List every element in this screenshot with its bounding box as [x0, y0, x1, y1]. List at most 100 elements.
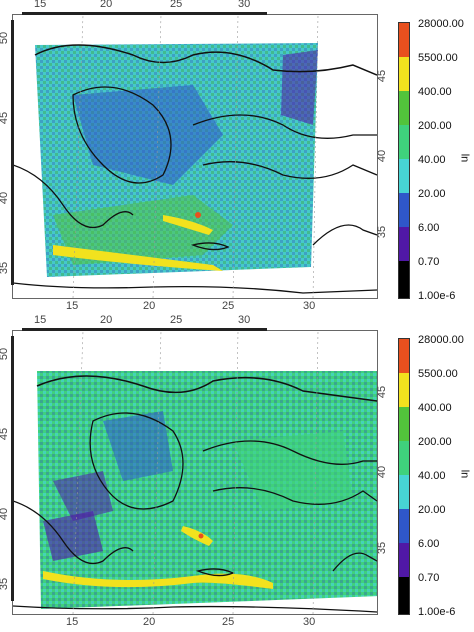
lon-tick-top: 20: [100, 314, 113, 326]
graticule: [72, 331, 319, 614]
lat-tick-right: 40: [376, 149, 389, 163]
color-legend-bottom: 28000.00 5500.00 400.00 200.00 40.00 20.…: [390, 334, 471, 618]
legend-label: 200.00: [418, 120, 452, 132]
legend-label: 40.00: [418, 154, 446, 166]
top-axis-bar: [22, 12, 267, 15]
legend-label: 1.00e-6: [418, 290, 456, 302]
lat-tick-left: 40: [0, 191, 11, 205]
left-axis-bar: [11, 336, 14, 601]
legend-swatch: [399, 193, 409, 227]
peak-concentration-point: [198, 533, 204, 539]
coastline: [212, 487, 377, 505]
lon-tick-bottom: 15: [66, 300, 79, 312]
legend-label: 20.00: [418, 188, 446, 200]
lat-tick-left: 50: [0, 347, 11, 361]
legend-label: 400.00: [418, 86, 452, 98]
top-axis-bar: [22, 328, 267, 331]
map-panel-top: 15 20 25 30 15 20 25 30 50 45 40 35 45 4…: [0, 0, 471, 312]
lon-tick-bottom: 20: [143, 616, 156, 628]
high-concentration-spot: [163, 215, 213, 235]
coastline: [13, 605, 377, 613]
legend-label: 40.00: [418, 470, 446, 482]
legend-label: 28000.00: [418, 334, 464, 346]
legend-swatch: [399, 577, 409, 614]
coastline: [13, 164, 134, 229]
lon-tick-bottom: 20: [143, 300, 156, 312]
legend-label: 400.00: [418, 402, 452, 414]
lon-tick-bottom: 15: [66, 616, 79, 628]
lat-tick-right: 45: [376, 385, 389, 399]
legend-swatch: [399, 261, 409, 298]
graticule: [72, 15, 319, 298]
lat-tick-left: 45: [0, 427, 11, 441]
lon-tick-top: 15: [34, 314, 47, 326]
legend-swatch: [399, 227, 409, 261]
coastline: [34, 44, 377, 76]
legend-label: 1.00e-6: [418, 606, 456, 618]
legend-unit-label: ln: [458, 153, 471, 163]
island-outline: [190, 242, 230, 251]
lat-tick-left: 50: [0, 31, 11, 45]
legend-swatch: [399, 543, 409, 577]
legend-swatch: [399, 339, 409, 373]
peak-concentration-point: [195, 212, 201, 218]
high-concentration-spot: [181, 526, 213, 546]
lon-tick-bottom: 25: [222, 300, 235, 312]
lat-tick-left: 35: [0, 261, 11, 275]
coastline: [36, 375, 377, 402]
lat-tick-right: 35: [376, 225, 389, 239]
legend-swatch: [399, 91, 409, 125]
legend-colorbar: [398, 338, 410, 615]
very-low-region: [43, 511, 103, 561]
map-area-top: [12, 14, 378, 299]
legend-label: 5500.00: [418, 368, 458, 380]
map-panel-bottom: 15 20 25 30 15 20 25 30 50 45 40 35 45 4…: [0, 314, 474, 632]
lat-tick-right: 45: [376, 69, 389, 83]
lat-tick-right: 35: [376, 541, 389, 555]
lon-tick-top: 25: [170, 314, 183, 326]
legend-swatch: [399, 407, 409, 441]
coastline: [13, 282, 377, 294]
legend-label: 200.00: [418, 436, 452, 448]
coastline: [332, 552, 377, 572]
lon-tick-top: 15: [34, 0, 47, 10]
legend-swatch: [399, 441, 409, 475]
coastline: [202, 161, 377, 179]
medium-concentration-region: [53, 195, 233, 265]
legend-label: 6.00: [418, 538, 440, 550]
lon-tick-bottom: 30: [303, 300, 316, 312]
legend-label: 6.00: [418, 222, 440, 234]
legend-label: 0.70: [418, 256, 440, 268]
legend-swatch: [399, 159, 409, 193]
lon-tick-top: 20: [100, 0, 113, 10]
border-line: [192, 114, 377, 139]
medium-concentration-region: [233, 431, 353, 511]
very-low-region: [53, 471, 113, 521]
island-outline: [195, 568, 235, 577]
legend-swatch: [399, 125, 409, 159]
color-legend-top: 28000.00 5500.00 400.00 200.00 40.00 20.…: [390, 18, 471, 302]
border-line: [202, 440, 377, 465]
legend-label: 20.00: [418, 504, 446, 516]
legend-swatch: [399, 475, 409, 509]
very-low-region: [281, 50, 318, 125]
map-plot-bottom: [13, 331, 377, 614]
legend-label: 28000.00: [418, 18, 464, 30]
lon-tick-top: 25: [170, 0, 183, 10]
legend-swatch: [399, 23, 409, 57]
coastline: [312, 224, 377, 246]
lon-tick-top: 30: [238, 0, 251, 10]
left-axis-bar: [11, 20, 14, 285]
legend-colorbar: [398, 22, 410, 299]
legend-swatch: [399, 373, 409, 407]
legend-swatch: [399, 509, 409, 543]
lon-tick-bottom: 25: [222, 616, 235, 628]
lat-tick-left: 35: [0, 577, 11, 591]
map-plot-top: [13, 15, 377, 298]
lat-tick-left: 40: [0, 507, 11, 521]
legend-label: 5500.00: [418, 52, 458, 64]
legend-unit-label: ln: [458, 469, 471, 479]
border-line: [89, 412, 184, 510]
map-area-bottom: [12, 330, 378, 615]
border-line: [72, 86, 172, 184]
